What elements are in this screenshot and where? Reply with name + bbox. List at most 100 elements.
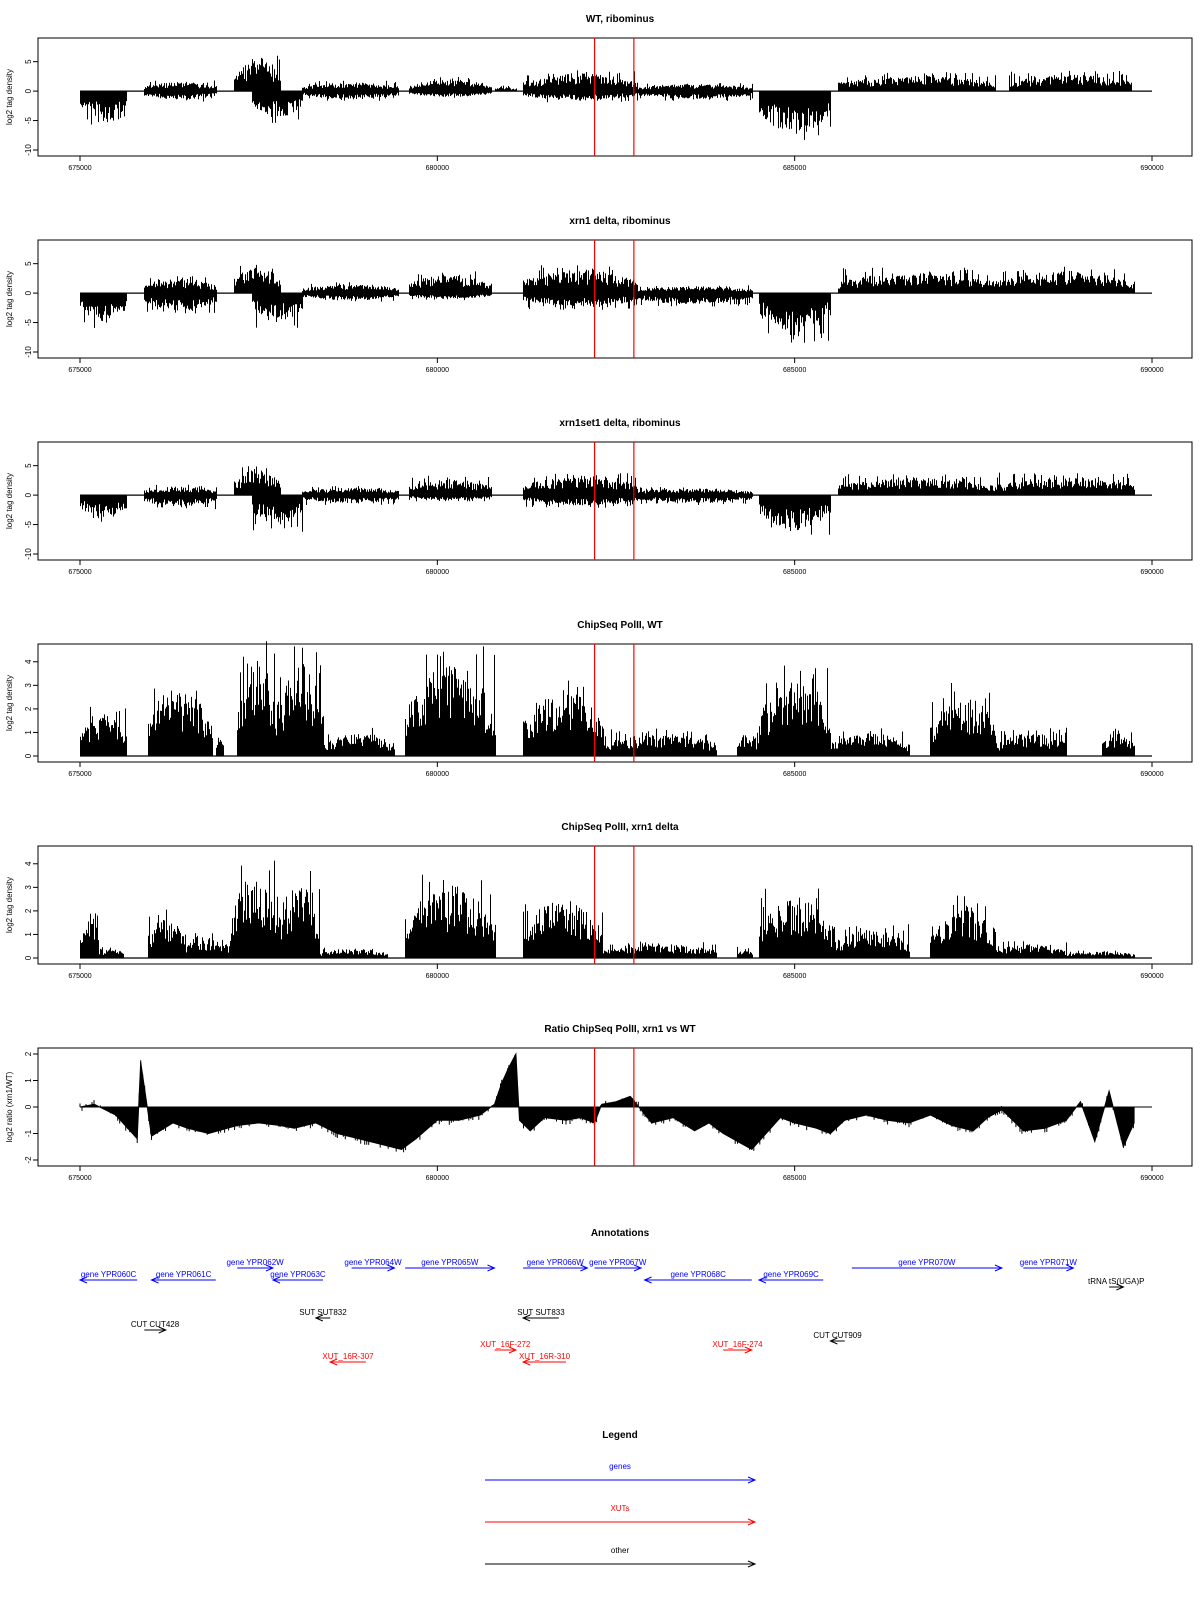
signal-segment bbox=[237, 641, 278, 756]
annotations-panel: Annotations gene YPR060C gene YPR061C gene … bbox=[78, 1228, 1144, 1366]
legend-title: Legend bbox=[602, 1430, 638, 1441]
x-tick-label: 680000 bbox=[426, 165, 449, 172]
signal-bars bbox=[405, 646, 496, 756]
annotation-feature: SUT SUT833 bbox=[517, 1308, 565, 1322]
signal-bars bbox=[637, 83, 753, 92]
x-tick-label: 685000 bbox=[783, 367, 806, 374]
signal-bars bbox=[523, 473, 638, 496]
signal-bars bbox=[830, 728, 910, 756]
legend-entry: other bbox=[485, 1546, 757, 1568]
legend-label: XUTs bbox=[610, 1504, 629, 1513]
y-tick-label: -5 bbox=[24, 116, 33, 124]
signal-segment bbox=[234, 264, 281, 294]
signal-bars bbox=[144, 495, 217, 510]
signal-bars bbox=[409, 293, 492, 301]
signal-bars bbox=[759, 495, 831, 535]
signal-segment bbox=[409, 293, 492, 301]
signal-segment bbox=[98, 947, 124, 958]
x-tick-label: 675000 bbox=[68, 569, 91, 576]
feature-arrow-head bbox=[508, 1346, 518, 1354]
signal-segment bbox=[302, 495, 399, 505]
legend-entry: genes bbox=[485, 1462, 757, 1484]
y-tick-label: -2 bbox=[24, 1156, 33, 1164]
feature-arrow-head bbox=[643, 1276, 652, 1284]
y-tick-label: -1 bbox=[24, 1129, 33, 1137]
signal-bars bbox=[277, 871, 320, 958]
signal-bars bbox=[409, 271, 492, 294]
signal-segment bbox=[409, 475, 492, 496]
signal-segment bbox=[637, 293, 753, 307]
feature-arrow-head bbox=[633, 1264, 643, 1272]
signal-bars bbox=[995, 472, 1135, 496]
data-layer bbox=[79, 1052, 1152, 1153]
signal-segment bbox=[405, 874, 496, 958]
signal-bars bbox=[1102, 728, 1135, 756]
signal-bars bbox=[302, 282, 399, 294]
signal-bars bbox=[323, 727, 395, 756]
feature-arrow-head bbox=[271, 1276, 281, 1284]
y-tick-label: 4 bbox=[24, 659, 33, 664]
signal-bars bbox=[409, 495, 492, 502]
x-tick-label: 680000 bbox=[426, 973, 449, 980]
signal-bars bbox=[252, 91, 303, 123]
signal-bars bbox=[830, 924, 910, 958]
signal-segment bbox=[995, 266, 1135, 294]
data-layer bbox=[80, 466, 1152, 535]
signal-bars bbox=[759, 665, 831, 756]
x-tick-label: 685000 bbox=[783, 569, 806, 576]
annotation-feature: XUT_16F-274 bbox=[712, 1340, 763, 1354]
signal-bars bbox=[144, 293, 217, 314]
signal-bars bbox=[838, 72, 996, 92]
feature-label: gene YPR070W bbox=[898, 1258, 956, 1267]
data-layer bbox=[80, 264, 1152, 343]
x-tick-label: 690000 bbox=[1140, 973, 1163, 980]
feature-arrow-head bbox=[994, 1264, 1004, 1272]
signal-bars bbox=[230, 860, 278, 958]
x-tick-label: 675000 bbox=[68, 973, 91, 980]
annotation-feature: SUT SUT832 bbox=[299, 1308, 347, 1322]
signal-segment bbox=[230, 860, 278, 958]
signal-bars bbox=[995, 941, 1067, 958]
signal-bars bbox=[523, 495, 638, 508]
chart-title: WT, ribominus bbox=[586, 14, 655, 25]
x-tick-label: 680000 bbox=[426, 367, 449, 374]
data-layer bbox=[80, 55, 1152, 140]
legend-arrow-head bbox=[747, 1518, 757, 1526]
y-tick-label: 5 bbox=[24, 463, 33, 468]
signal-segment bbox=[637, 91, 753, 101]
signal-bars bbox=[252, 495, 303, 532]
signal-bars bbox=[302, 293, 399, 302]
y-tick-label: 2 bbox=[24, 706, 33, 711]
signal-segment bbox=[1102, 728, 1135, 756]
x-tick-label: 690000 bbox=[1140, 1175, 1163, 1182]
signal-segment bbox=[759, 888, 831, 958]
signal-bars bbox=[409, 91, 492, 98]
signal-segment bbox=[523, 70, 638, 92]
plot-frame bbox=[37, 441, 1193, 561]
chart-panel: WT, ribominus -10 -5 0 5 log2 tag density 6750… bbox=[5, 14, 1193, 172]
signal-bars bbox=[148, 688, 213, 756]
signal-segment bbox=[323, 727, 395, 756]
y-axis-label: log2 tag density bbox=[5, 473, 14, 529]
signal-segment bbox=[144, 495, 217, 510]
feature-label: CUT CUT428 bbox=[131, 1320, 180, 1329]
signal-segment bbox=[144, 80, 217, 92]
feature-label: SUT SUT832 bbox=[299, 1308, 347, 1317]
feature-arrow-head bbox=[265, 1264, 275, 1272]
signal-segment bbox=[302, 486, 399, 496]
signal-bars bbox=[637, 495, 753, 505]
signal-segment bbox=[80, 706, 127, 756]
signal-segment bbox=[759, 495, 831, 535]
y-tick-label: 0 bbox=[24, 492, 33, 497]
signal-bars bbox=[277, 646, 324, 756]
x-tick-label: 675000 bbox=[68, 1175, 91, 1182]
x-tick-label: 675000 bbox=[68, 165, 91, 172]
signal-segment bbox=[144, 484, 217, 496]
signal-segment bbox=[252, 495, 303, 532]
signal-bars bbox=[637, 293, 753, 307]
signal-segment bbox=[252, 293, 303, 328]
annotation-feature: gene YPR066W bbox=[523, 1258, 589, 1272]
ratio-area bbox=[79, 1052, 1135, 1151]
signal-bars bbox=[495, 85, 517, 92]
